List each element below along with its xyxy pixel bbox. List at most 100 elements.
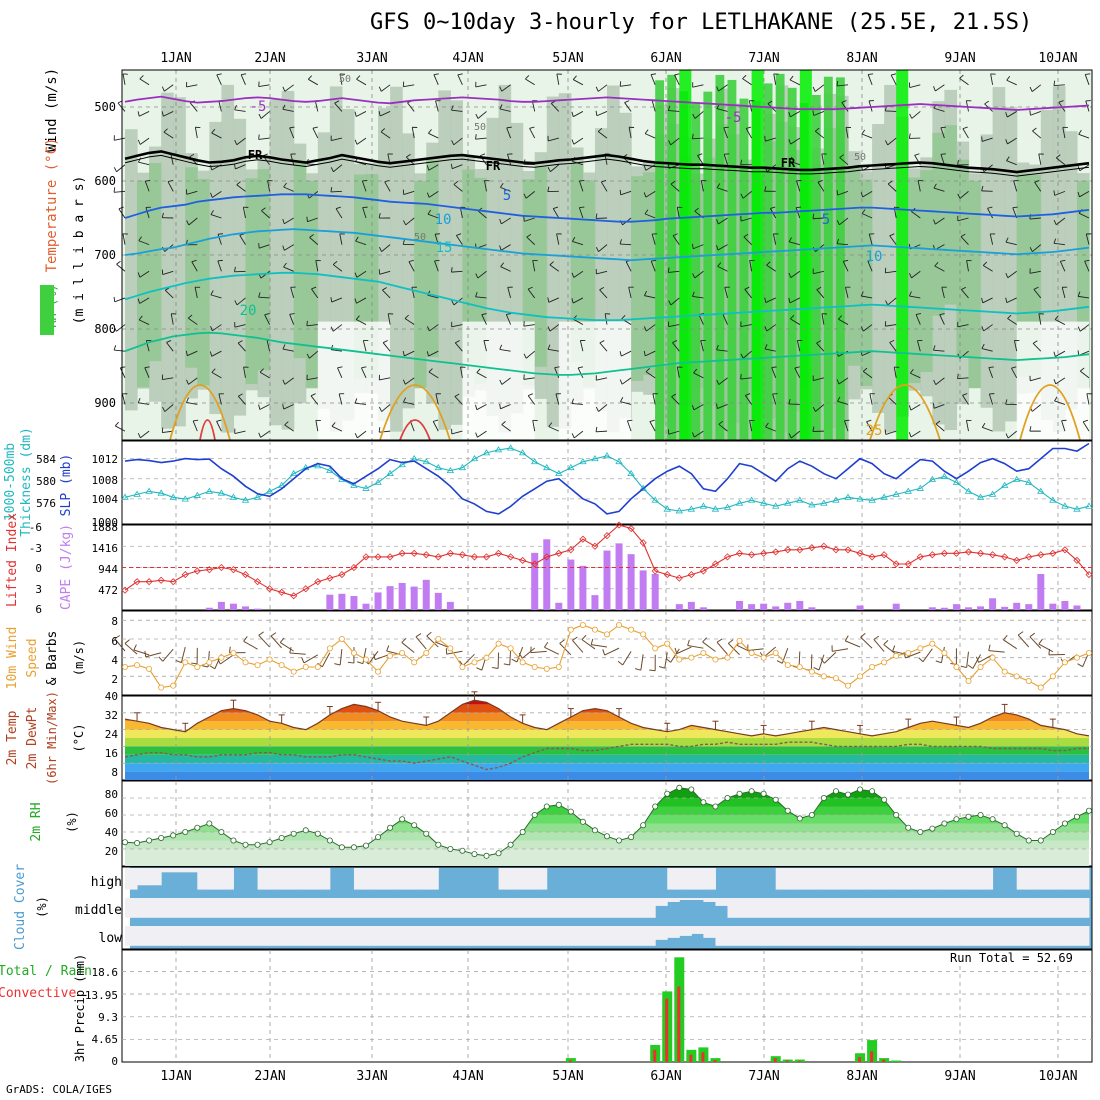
upper-wind-barb [114,190,126,193]
upper-wind-barb [475,291,478,297]
rh2m-line-point [519,829,526,836]
upper-wind-barb [911,270,921,279]
cloud-gap [414,898,427,918]
cloud-gap [908,868,921,890]
upper-wind-barb [940,127,945,139]
wind-speed-line-point [1061,659,1068,666]
rh2m-line-point [182,829,189,836]
upper-wind-barb [790,430,801,439]
upper-wind-barb [138,161,150,166]
upper-wind-barb [451,270,463,273]
upper-wind-barb [816,286,822,290]
thickness-line-point [1085,502,1093,509]
cloud-gap [607,898,620,918]
upper-wind-barb [427,326,430,332]
wind-barb [892,645,896,652]
isotherm-30 [199,419,216,441]
upper-wind-barb [311,288,319,299]
dry-pocket [1016,321,1089,440]
upper-wind-barb [644,209,649,215]
wind-speed-line-point [158,684,165,691]
upper-wind-barb [596,270,608,275]
upper-wind-barb [668,140,672,146]
wind-tick-label: 2 [111,673,118,686]
cape-bar [784,602,792,610]
upper-wind-barb [836,220,840,226]
upper-wind-barb [837,190,849,196]
upper-wind-barb [723,154,728,165]
li-tick-label: -6 [29,521,42,534]
thickness-line-point [530,457,539,465]
cloud-gap [233,926,246,946]
wind-barb [401,642,415,653]
lifted-index-line-point [1061,546,1069,554]
upper-wind-barb [1013,180,1018,192]
upper-wind-barb [550,103,560,112]
thickness-line-point [314,462,322,469]
upper-wind-barb [405,377,415,385]
upper-wind-barb [116,164,126,173]
upper-wind-barb [116,263,126,272]
wind-barb [664,652,668,669]
upper-wind-barb [454,396,463,405]
upper-wind-barb [113,187,116,193]
upper-wind-barb [742,74,747,79]
cloud-gap [932,898,945,918]
wind-speed-line-point [905,650,912,657]
upper-wind-barb [451,105,454,111]
upper-wind-barb [283,262,287,268]
cloud-gap [956,926,969,946]
upper-wind-barb [1079,190,1090,198]
cloud-gap [257,926,271,946]
lifted-index-line-point [1037,551,1045,559]
rh2m-line-point [230,837,237,844]
upper-wind-barb [186,190,198,195]
upper-wind-barb [909,295,921,299]
cloud-gap [643,898,656,918]
rh2m-line-point [1001,822,1008,829]
rh2m-line-point [543,803,550,810]
thickness-line-point [326,466,334,474]
rh-shade-band [631,176,644,381]
wind-barb [617,660,624,666]
cloud-gap [498,868,512,890]
rh2m-line-point [1037,837,1044,844]
upper-wind-barb [982,261,988,266]
upper-wind-barb [554,367,560,379]
rh-shade-band [884,84,897,433]
upper-wind-barb [138,240,150,246]
cloud-gap [209,926,222,946]
rh-tick-label: 40 [105,826,118,839]
wind-barb [258,634,270,648]
upper-wind-barb [258,84,270,88]
rh2m-line-point [459,847,466,854]
thickness-line-point [446,466,455,474]
upper-wind-barb [1029,270,1041,274]
wind-speed-line-point [435,636,442,643]
upper-wind-barb [387,313,391,325]
upper-wind-barb [935,420,941,425]
thickness-tick-label: 580 [36,475,56,488]
cloud-gap [1052,868,1066,890]
li-tick-label: 3 [35,583,42,596]
upper-wind-barb [983,324,993,332]
cape-bar [965,607,972,610]
cloud-gap [956,868,969,890]
upper-wind-barb [933,187,945,192]
upper-wind-barb [267,180,271,192]
upper-wind-barb [749,420,753,432]
upper-wind-barb [909,273,912,279]
wind-barb [844,635,849,642]
rh2m-line-point [242,841,249,848]
upper-wind-barb [1006,79,1017,86]
upper-wind-barb [625,261,632,272]
cloud-gap [173,926,186,946]
upper-wind-barb [212,190,222,198]
upper-wind-barb [406,153,411,158]
wind-speed-line-point [495,640,502,647]
upper-wind-barb [162,430,174,433]
upper-wind-barb [547,167,551,172]
wind-speed-line-point [206,659,213,666]
cloud-gap [896,926,909,946]
upper-wind-barb [908,432,912,438]
